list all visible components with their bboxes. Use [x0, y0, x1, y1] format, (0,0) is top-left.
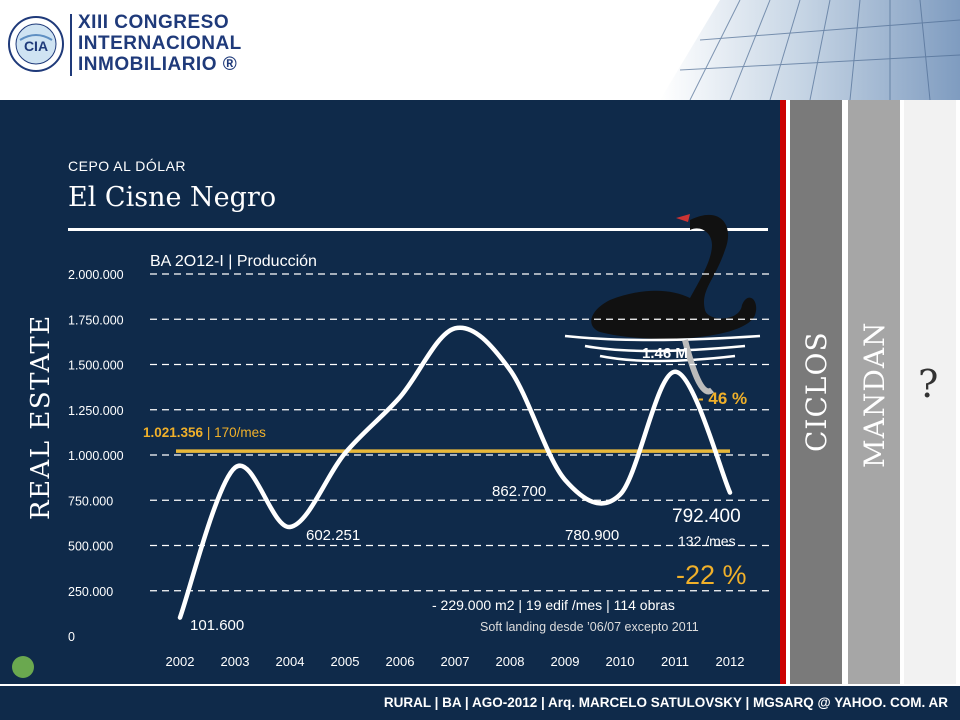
footer-text: RURAL | BA | AGO-2012 | Arq. MARCELO SAT… — [383, 695, 948, 710]
chart-title: BA 2O12-I | Producción — [150, 253, 317, 270]
annotation-note: Soft landing desde ’06/07 excepto 2011 — [480, 620, 699, 634]
title-underline — [68, 228, 768, 231]
annotation-low-2004: 602.251 — [306, 527, 360, 544]
series-line — [177, 325, 733, 620]
y-tick-label: 2.000.000 — [68, 268, 124, 282]
y-tick-label: 0 — [68, 630, 75, 644]
series-line-group — [177, 325, 733, 620]
y-tick-label: 750.000 — [68, 494, 113, 508]
x-tick-label: 2011 — [661, 654, 689, 669]
seal-text: CIA — [24, 38, 48, 54]
y-tick-label: 1.000.000 — [68, 449, 124, 463]
x-tick-label: 2009 — [551, 654, 580, 669]
annotation-mid-2009: 862.700 — [492, 483, 546, 500]
annotation-low-2010: 780.900 — [565, 527, 619, 544]
x-tick-label: 2007 — [441, 654, 470, 669]
y-tick-label: 1.500.000 — [68, 359, 124, 373]
slide-kicker: CEPO AL DÓLAR — [68, 158, 187, 174]
x-tick-label: 2008 — [496, 654, 525, 669]
logo-line-1: XIII CONGRESO — [78, 12, 230, 33]
logo-line-2: INTERNACIONAL — [78, 33, 242, 54]
y-axis: 0 250.000 500.000 750.000 1.000.000 1.250.000… — [68, 268, 770, 644]
x-tick-label: 2003 — [221, 654, 250, 669]
congress-logo-text: XIII CONGRESO INTERNACIONAL INMOBILIARIO… — [78, 12, 242, 75]
annotation-yoy-pct: -22 % — [676, 560, 747, 590]
annotation-last-value: 792.400 — [672, 506, 741, 527]
x-tick-label: 2002 — [166, 654, 195, 669]
header-bar: CIA XIII CONGRESO INTERNACIONAL INMOBILI… — [0, 0, 960, 100]
question-mark-label: ? — [918, 362, 939, 406]
ciclos-column — [790, 100, 842, 684]
annotation-start: 101.600 — [190, 617, 244, 634]
black-swan-icon — [564, 214, 761, 395]
mandan-label: MANDAN — [858, 321, 891, 468]
ciclos-label: CICLOS — [800, 331, 833, 452]
annotation-peak-2011: 1.46 M — [642, 345, 688, 362]
production-line-chart: BA 2O12-I | Producción 0 250.000 500.000 75… — [68, 214, 770, 669]
building-glass-image — [660, 0, 960, 100]
slide-title: El Cisne Negro — [68, 182, 277, 213]
congress-seal-logo: CIA — [8, 16, 64, 72]
logo-line-3: INMOBILIARIO ® — [78, 54, 238, 75]
mandan-column — [848, 100, 900, 684]
y-tick-label: 250.000 — [68, 585, 113, 599]
x-tick-label: 2004 — [276, 654, 305, 669]
logo-divider — [70, 14, 72, 76]
footer-bar: RURAL | BA | AGO-2012 | Arq. MARCELO SAT… — [0, 686, 960, 720]
panel-red-edge — [780, 100, 786, 684]
average-label: 1.021.356 | 170/mes — [143, 425, 266, 440]
annotations: 101.600 602.251 862.700 780.900 1.46 M -… — [190, 345, 747, 634]
x-tick-label: 2010 — [606, 654, 635, 669]
y-tick-label: 1.250.000 — [68, 404, 124, 418]
annotation-detail: - 229.000 m2 | 19 edif /mes | 114 obras — [432, 597, 675, 613]
average-group: 1.021.356 | 170/mes — [143, 425, 730, 453]
y-tick-label: 500.000 — [68, 540, 113, 554]
green-dot-icon — [12, 656, 34, 678]
x-tick-label: 2005 — [331, 654, 360, 669]
question-column — [904, 100, 956, 684]
y-tick-label: 1.750.000 — [68, 313, 124, 327]
annotation-drop-pct: - 46 % — [698, 389, 747, 408]
average-label-value: 1.021.356 — [143, 425, 207, 440]
annotation-last-rate: 132 /mes — [678, 533, 736, 549]
x-axis: 2002 2003 2004 2005 2006 2007 2008 2009 2010 2011… — [166, 654, 745, 669]
main-panel — [0, 100, 782, 684]
average-label-rate: | 170/mes — [207, 425, 266, 440]
x-tick-label: 2012 — [716, 654, 745, 669]
x-tick-label: 2006 — [386, 654, 415, 669]
